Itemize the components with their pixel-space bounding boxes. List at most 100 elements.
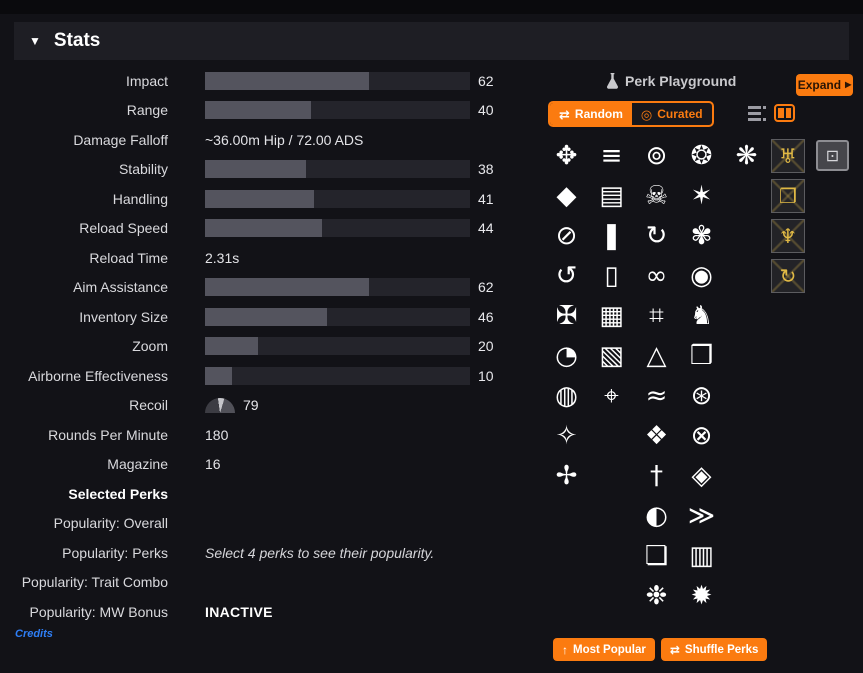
stat-value-area: 41 [205,189,494,208]
perk-icon[interactable]: ⊘ [544,216,589,256]
up-arrow-icon: ↑ [562,642,568,657]
stats-section-header[interactable]: ▼ Stats [14,22,849,60]
shuffle-icon: ⇄ [559,106,570,122]
stat-label: Selected Perks [68,485,168,502]
perk-glyph: ▤ [599,181,624,211]
perk-icon[interactable]: ❚ [589,216,634,256]
perk-icon[interactable]: ⊚ [634,136,679,176]
perk-icon[interactable]: ☠ [634,176,679,216]
perk-icon[interactable]: ⊛ [679,376,724,416]
view-toggle [748,104,795,122]
perk-icon[interactable]: ❒ [679,336,724,376]
stat-bar-fill [205,307,327,326]
shuffle-perks-button[interactable]: ⇄ Shuffle Perks [660,638,768,661]
perk-icon[interactable]: ▦ [589,296,634,336]
perk-icon[interactable]: ✧ [544,416,589,456]
perk-icon[interactable]: ◐ [634,496,679,536]
perk-icon[interactable]: ◔ [544,336,589,376]
perk-icon[interactable]: ↻ [634,216,679,256]
enhanced-perk-tile[interactable]: ♅ [771,139,805,173]
stat-label: Handling [112,190,168,207]
stat-label: Zoom [132,338,168,355]
stat-value: 79 [243,397,259,414]
perk-mode-toggle: ⇄ Random ◎ Curated [548,101,714,127]
perk-glyph: △ [646,341,667,371]
stat-label: Inventory Size [79,308,168,325]
stat-row-stability: Stability 38 [0,155,520,185]
perk-icon[interactable]: ✾ [679,216,724,256]
perk-icon[interactable]: † [634,456,679,496]
perk-glyph: ◆ [556,181,577,211]
perk-icon[interactable]: ❖ [634,416,679,456]
perk-icon[interactable]: ❏ [634,536,679,576]
perk-icon[interactable]: ◈ [679,456,724,496]
perk-icon[interactable]: ∞ [634,256,679,296]
stat-label: Popularity: Perks [62,544,168,561]
enhanced-perk-tile[interactable]: ↻ [771,259,805,293]
stat-value-area: 10 [205,366,494,385]
enhanced-perk-tile[interactable]: ♆ [771,219,805,253]
perk-glyph: ✧ [555,421,578,451]
perk-icon[interactable]: ◍ [544,376,589,416]
stat-value: 20 [478,338,494,355]
stat-row-magazine: Magazine 16 [0,450,520,480]
perk-icon[interactable]: ▯ [589,256,634,296]
perk-grid-empty-cell [724,256,769,296]
perk-icon[interactable]: △ [634,336,679,376]
perk-icon[interactable]: ✥ [544,136,589,176]
perk-icon[interactable]: ❉ [634,576,679,616]
perk-icon[interactable]: ❂ [679,136,724,176]
stat-label: Popularity: Overall [53,515,168,532]
perk-icon[interactable]: ⌗ [634,296,679,336]
perk-icon[interactable]: ⊗ [679,416,724,456]
stat-bar-track [205,366,470,385]
perk-icon[interactable]: ▧ [589,336,634,376]
perk-icon[interactable]: ✶ [679,176,724,216]
perk-icon[interactable]: ▤ [589,176,634,216]
list-view-icon[interactable] [748,105,766,121]
random-mode-label: Random [574,107,623,121]
expand-button[interactable]: Expand ▶ [796,74,853,96]
stat-value: 180 [205,426,229,443]
perk-glyph: ❉ [645,581,668,611]
stat-row-damage-falloff: Damage Falloff ~36.00m Hip / 72.00 ADS [0,125,520,155]
enhanced-perk-icon: ❐ [779,184,797,208]
stat-bar-fill [205,71,370,90]
perk-icon[interactable]: ▥ [679,536,724,576]
stat-label: Popularity: MW Bonus [29,603,169,620]
perk-grid-empty-cell [589,496,634,536]
perk-icon[interactable]: ✹ [679,576,724,616]
perk-glyph: ✢ [555,461,578,491]
column-view-icon[interactable] [774,104,795,122]
stat-bar-fill [205,278,370,297]
enhanced-perk-icon: ↻ [779,264,797,288]
stat-label: Range [126,102,168,119]
most-popular-button[interactable]: ↑ Most Popular [553,638,655,661]
perk-icon[interactable]: ⌖ [589,376,634,416]
random-mode-button[interactable]: ⇄ Random [550,103,632,125]
perk-icon[interactable]: ≡ [589,136,634,176]
perk-icon[interactable]: ❋ [724,136,769,176]
stat-bar-track [205,278,470,297]
perk-icon[interactable]: ≫ [679,496,724,536]
perk-grid-empty-cell [724,176,769,216]
credits-link[interactable]: Credits [15,628,53,640]
perk-playground-title: Perk Playground [606,73,736,89]
perk-icon[interactable]: ◆ [544,176,589,216]
perk-icon[interactable]: ≈ [634,376,679,416]
enhanced-perk-tile[interactable]: ❐ [771,179,805,213]
catalyst-socket-tile[interactable]: ⊡ [816,140,849,171]
perk-icon[interactable]: ↺ [544,256,589,296]
stat-value-area: 40 [205,101,494,120]
stat-value-area: 46 [205,307,494,326]
stat-bar-fill [205,160,306,179]
shuffle-icon: ⇄ [669,642,680,657]
stat-row-popularity-trait-combo: Popularity: Trait Combo [0,568,520,598]
perk-icon[interactable]: ♞ [679,296,724,336]
perk-icon[interactable]: ✠ [544,296,589,336]
perk-icon[interactable]: ✢ [544,456,589,496]
perk-icon[interactable]: ◉ [679,256,724,296]
perk-glyph: ❋ [735,141,758,171]
stat-value: 10 [478,367,494,384]
curated-mode-button[interactable]: ◎ Curated [632,103,712,125]
